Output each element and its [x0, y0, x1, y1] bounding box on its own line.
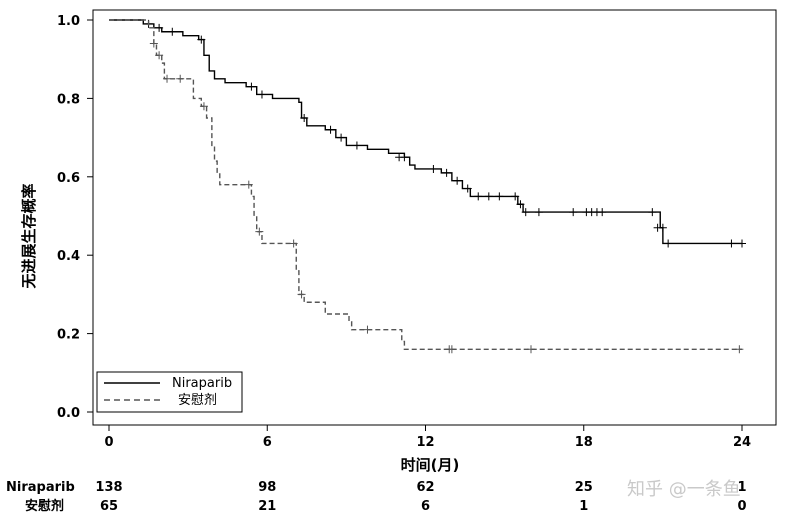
censor-mark: [664, 239, 673, 248]
y-tick-label: 0.0: [57, 406, 80, 421]
censor-mark: [257, 90, 266, 99]
risk-count: 1: [737, 480, 746, 495]
censor-mark: [255, 227, 264, 236]
censor-mark: [400, 153, 409, 162]
legend-label-placebo: 安慰剂: [178, 393, 217, 408]
x-tick-label: 24: [733, 435, 751, 450]
censor-mark: [155, 51, 164, 60]
censor-mark: [442, 168, 451, 177]
censor-mark: [658, 223, 667, 232]
censor-mark: [199, 102, 208, 111]
x-tick-label: 0: [104, 435, 113, 450]
censor-mark: [326, 125, 335, 134]
censor-mark: [176, 74, 185, 83]
risk-count: 138: [95, 480, 122, 495]
risk-count: 62: [416, 480, 434, 495]
x-axis-title: 时间(月): [401, 456, 460, 474]
risk-count: 21: [258, 499, 276, 514]
y-tick-label: 1.0: [57, 14, 80, 29]
censor-mark: [738, 239, 746, 248]
watermark: 知乎 @一条鱼: [627, 479, 741, 500]
legend-label-niraparib: Niraparib: [172, 376, 232, 391]
censor-mark: [511, 192, 520, 201]
censor-mark: [484, 192, 493, 201]
y-axis: 0.0 0.2 0.4 0.6 0.8 1.0: [57, 14, 93, 421]
censor-mark: [474, 192, 483, 201]
censor-mark: [516, 200, 525, 209]
x-tick-label: 6: [263, 435, 272, 450]
censor-mark: [168, 27, 177, 36]
series-line-placebo: [109, 19, 742, 350]
y-axis-title: 无进展生存概率: [20, 183, 38, 289]
censor-mark: [447, 345, 456, 354]
risk-table: Niraparib 138 98 62 25 1 安慰剂 65 21 6 1 0: [6, 480, 747, 514]
risk-count: 98: [258, 480, 276, 495]
censor-mark: [521, 208, 530, 217]
censor-mark: [247, 82, 256, 91]
x-tick-label: 18: [575, 435, 593, 450]
x-axis: 0 6 12 18 24: [104, 425, 751, 450]
censor-mark: [149, 39, 158, 48]
censor-mark: [197, 35, 206, 44]
censor-mark: [569, 208, 578, 217]
censor-mark: [289, 239, 298, 248]
censor-mark: [300, 114, 309, 122]
censor-mark: [648, 208, 657, 217]
risk-count: 25: [575, 480, 593, 495]
censor-mark: [598, 208, 607, 217]
y-tick-label: 0.6: [57, 171, 80, 186]
risk-count: 6: [421, 499, 430, 514]
censor-mark: [429, 164, 438, 173]
censor-mark: [163, 74, 172, 83]
censor-mark: [244, 180, 253, 189]
censor-mark: [297, 290, 306, 299]
censor-mark: [495, 192, 504, 201]
risk-count: 0: [737, 499, 746, 514]
risk-count: 65: [100, 499, 118, 514]
risk-count: 1: [579, 499, 588, 514]
censor-mark: [453, 176, 462, 185]
y-tick-label: 0.8: [57, 92, 80, 107]
censor-mark: [363, 325, 372, 334]
legend: Niraparib 安慰剂: [96, 371, 243, 413]
censor-mark: [337, 133, 346, 142]
censor-mark: [527, 345, 535, 354]
risk-row-label: 安慰剂: [25, 498, 64, 514]
legend-box: [96, 371, 243, 413]
x-tick-label: 12: [416, 435, 434, 450]
y-tick-label: 0.2: [57, 328, 80, 343]
series-line-niraparib: [109, 19, 742, 245]
censor-mark: [463, 184, 472, 193]
censor-mark: [534, 208, 543, 217]
risk-row-label: Niraparib: [6, 480, 75, 495]
censor-mark: [735, 345, 744, 354]
y-tick-label: 0.4: [57, 249, 80, 264]
series-layer: [109, 19, 746, 354]
censor-mark: [352, 141, 361, 150]
censor-mark: [155, 23, 164, 32]
plot-frame: [92, 9, 777, 426]
censor-mark: [727, 239, 736, 248]
